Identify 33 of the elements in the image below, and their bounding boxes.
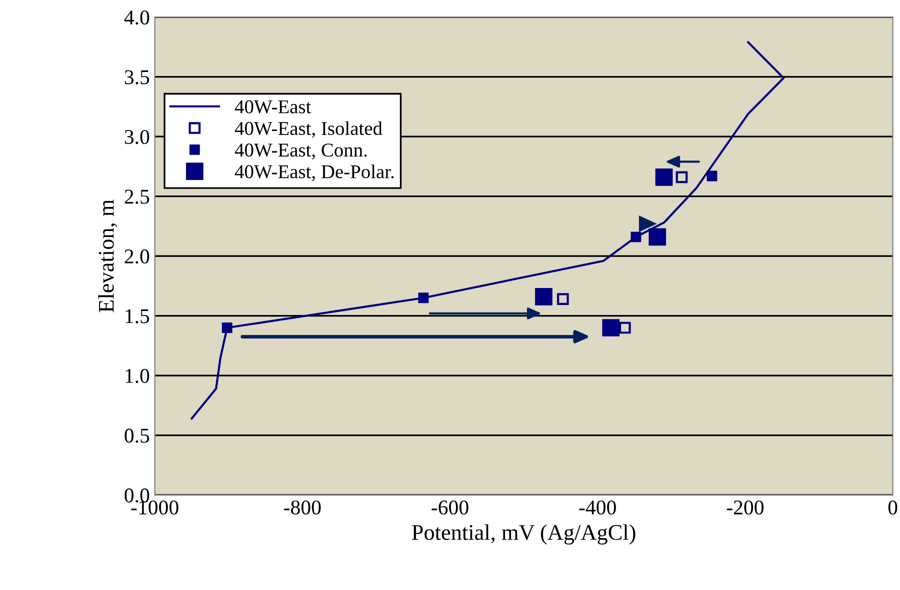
y-tick-label: 2.0 [124,249,150,264]
point [706,170,718,182]
point [676,171,688,184]
y-tick-label: 3.0 [124,130,150,144]
y-tick-label: 1.0 [126,368,150,384]
point [619,322,631,334]
x-tick-label: -1000 [131,500,178,515]
x-tick-label: 0 [888,500,898,515]
x-tick-label: -400 [579,500,616,515]
y-tick-label: 0.5 [124,428,150,443]
y-tick-label: 0.0 [124,488,150,503]
x-tick-label: -800 [284,500,321,515]
x-axis-title: Potential, mV (Ag/AgCl) [412,524,636,545]
legend-label: 40W-East, Isolated [234,121,382,138]
point [602,319,620,336]
point [655,168,673,186]
legend-label: 40W-East, De-Polar. [234,164,394,182]
x-tick-label: -200 [726,500,764,515]
y-tick-label: 4.0 [124,10,150,25]
point [222,322,232,333]
x-tick-label: -600 [432,500,468,515]
y-axis-title: Elevation, m [98,200,118,312]
line-series [190,41,785,420]
legend-label: 40W-East [234,100,312,114]
point [557,293,569,305]
point [630,232,642,242]
y-tick-label: 3.5 [124,70,150,84]
legend-label: 40W-East, Conn. [234,144,367,160]
y-tick-label: 1.5 [126,309,150,324]
point [418,292,429,304]
point [648,228,666,246]
y-tick-label: 2.5 [124,190,150,204]
point [535,288,552,306]
